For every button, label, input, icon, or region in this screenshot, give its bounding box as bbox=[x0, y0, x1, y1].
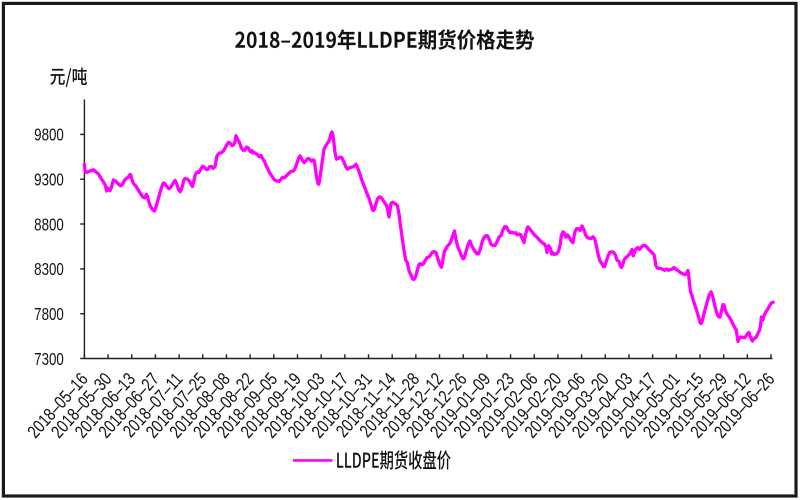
svg-text:7800: 7800 bbox=[34, 305, 64, 324]
svg-text:8800: 8800 bbox=[34, 216, 64, 235]
svg-text:7300: 7300 bbox=[34, 350, 64, 369]
svg-text:9800: 9800 bbox=[34, 126, 64, 145]
svg-text:8300: 8300 bbox=[34, 260, 64, 279]
svg-text:9300: 9300 bbox=[34, 171, 64, 190]
